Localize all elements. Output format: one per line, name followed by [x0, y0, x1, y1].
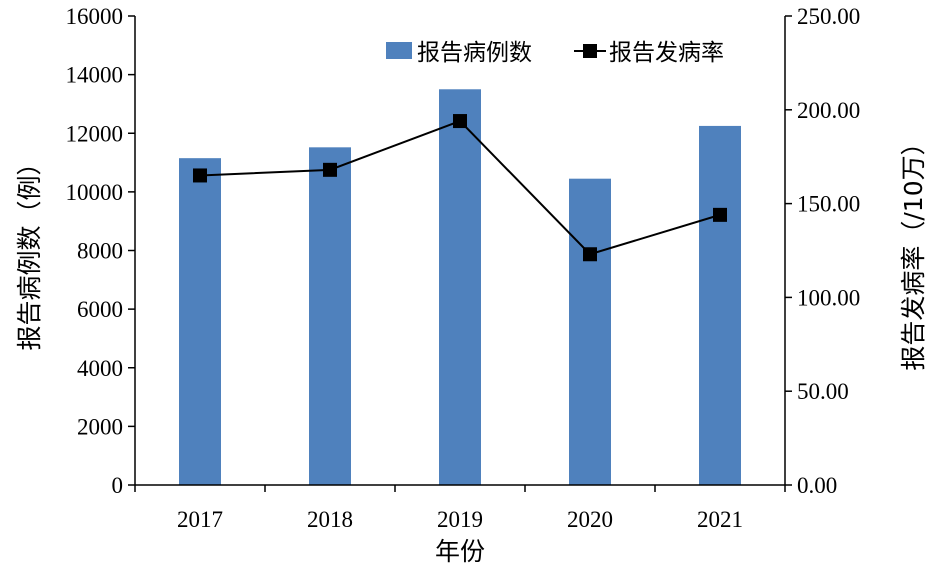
right-axis-title: 报告发病率（/10万）: [899, 130, 928, 370]
legend-label-bar: 报告病例数: [417, 40, 532, 66]
bar-2021: [699, 125, 741, 485]
x-tick-label: 2018: [307, 507, 353, 532]
left-axis-title: 报告病例数（例）: [15, 150, 44, 350]
legend: 报告病例数 报告发病率: [386, 40, 724, 66]
legend-swatch-bar: [386, 42, 412, 59]
right-tick-label: 200.00: [797, 98, 860, 123]
bar-2019: [439, 89, 481, 485]
left-tick-label: 4000: [77, 356, 123, 381]
x-tick-label: 2019: [437, 507, 483, 532]
plot-area: [179, 89, 741, 485]
bar-2020: [569, 178, 611, 485]
left-tick-label: 2000: [77, 414, 123, 439]
left-tick-label: 6000: [77, 297, 123, 322]
legend-label-line: 报告发病率: [609, 40, 724, 66]
bar-2017: [179, 158, 221, 485]
bar-2018: [309, 147, 351, 485]
left-tick-label: 10000: [66, 180, 124, 205]
right-tick-label: 150.00: [797, 192, 860, 217]
right-tick-label: 0.00: [797, 473, 837, 498]
rate-point-2021: [713, 207, 727, 222]
x-tick-label: 2021: [697, 507, 743, 532]
right-tick-label: 250.00: [797, 4, 860, 29]
left-tick-label: 0: [112, 473, 124, 498]
rate-point-2020: [583, 247, 597, 262]
axes: 0 2000 4000 6000 8000 10000 12000 14000 16000 0.0…: [15, 4, 928, 566]
left-tick-label: 16000: [66, 4, 124, 29]
x-tick-label: 2017: [177, 507, 223, 532]
rate-point-2018: [323, 162, 337, 177]
left-tick-label: 12000: [66, 121, 124, 146]
legend-swatch-marker: [583, 44, 597, 58]
x-axis-title: 年份: [435, 537, 485, 566]
left-tick-label: 14000: [66, 63, 124, 88]
right-tick-label: 50.00: [797, 379, 849, 404]
right-tick-label: 100.00: [797, 285, 860, 310]
left-tick-label: 8000: [77, 239, 123, 264]
rate-point-2019: [453, 114, 467, 129]
rate-point-2017: [193, 168, 207, 183]
x-tick-label: 2020: [567, 507, 613, 532]
